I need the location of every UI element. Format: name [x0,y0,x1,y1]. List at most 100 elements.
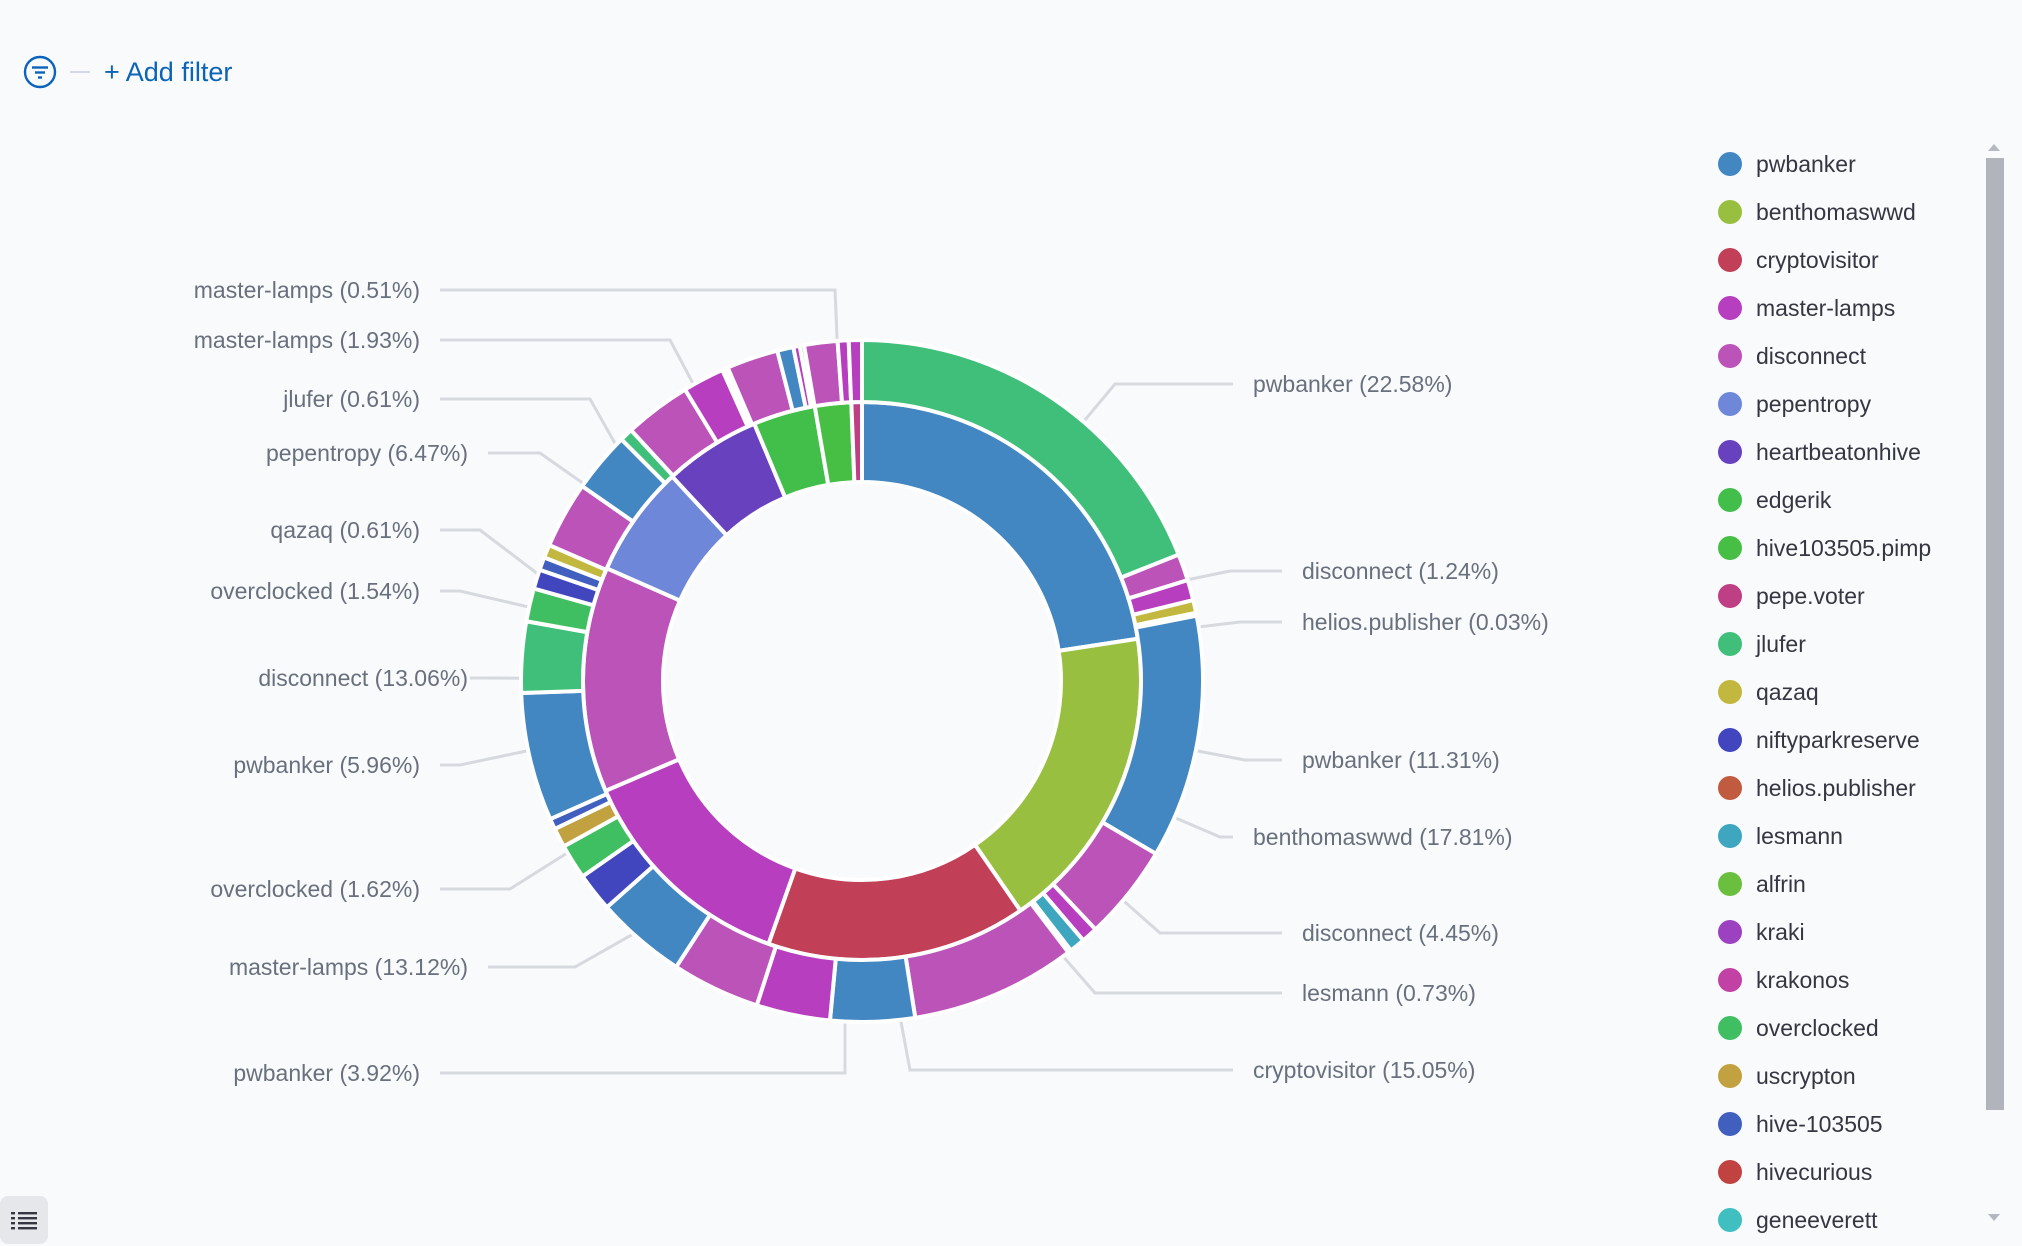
legend-item[interactable]: lesmann [1718,812,1968,860]
legend-item[interactable]: niftyparkreserve [1718,716,1968,764]
callout-label: jlufer (0.61%) [282,386,420,412]
callout-label: cryptovisitor (15.05%) [1253,1057,1475,1083]
callout-label: disconnect (13.06%) [258,665,468,691]
legend-color-dot-icon [1718,488,1742,512]
legend-label: hivecurious [1756,1158,1873,1185]
legend-label: hive-103505 [1756,1110,1883,1137]
legend-color-dot-icon [1718,728,1742,752]
inner-ring [581,399,1143,962]
callout-label: disconnect (1.24%) [1302,558,1499,584]
legend-item[interactable]: krakonos [1718,956,1968,1004]
legend-label: heartbeatonhive [1756,438,1921,465]
legend-label: cryptovisitor [1756,246,1879,273]
legend-label: master-lamps [1756,294,1896,321]
legend-label: benthomaswwd [1756,198,1916,225]
legend-item[interactable]: helios.publisher [1718,764,1968,812]
legend-item[interactable]: alfrin [1718,860,1968,908]
legend-item[interactable]: geneeverett [1718,1196,1968,1244]
legend-color-dot-icon [1718,200,1742,224]
inner-ring-slice[interactable] [581,565,683,794]
callout-leader-line [440,288,840,361]
legend-label: edgerik [1756,486,1832,513]
legend-item[interactable]: pepentropy [1718,380,1968,428]
legend-label: geneeverett [1756,1206,1878,1233]
callout-leader-line [440,1000,847,1075]
sunburst-chart: pwbanker (22.58%) disconnect (1.24%) helio… [194,277,1549,1086]
outer-ring [519,337,1205,1024]
legend-scrollbar[interactable] [1984,140,2004,1230]
callout-label: pwbanker (11.31%) [1302,747,1500,773]
legend-label: pepentropy [1756,390,1872,417]
scroll-up-arrow-icon[interactable] [1988,144,2000,151]
add-filter-button[interactable]: + Add filter [104,56,233,87]
callout-label: pwbanker (5.96%) [233,752,420,778]
list-icon [11,1212,37,1230]
legend-color-dot-icon [1718,152,1742,176]
scrollbar-thumb[interactable] [1986,158,2004,1110]
legend-item[interactable]: hive-103505 [1718,1100,1968,1148]
legend: pwbanker benthomaswwd cryptovisitor master-… [1718,140,1968,1244]
legend-item[interactable]: kraki [1718,908,1968,956]
legend-label: disconnect [1756,342,1866,369]
legend-label: helios.publisher [1756,774,1916,801]
legend-color-dot-icon [1718,1016,1742,1040]
callout-label: qazaq (0.61%) [270,517,420,543]
callout-leader-line [440,846,576,891]
filter-bar: + Add filter [22,52,232,92]
legend-color-dot-icon [1718,1064,1742,1088]
legend-label: overclocked [1756,1014,1879,1041]
legend-label: uscrypton [1756,1062,1856,1089]
legend-color-dot-icon [1718,536,1742,560]
callout-leader-line [440,589,538,611]
legend-item[interactable]: hive103505.pimp [1718,524,1968,572]
legend-item[interactable]: overclocked [1718,1004,1968,1052]
legend-item[interactable]: jlufer [1718,620,1968,668]
legend-item[interactable]: uscrypton [1718,1052,1968,1100]
legend-label: pwbanker [1756,150,1856,177]
callout-label: overclocked (1.54%) [210,578,420,604]
inner-ring-slice[interactable] [849,399,864,485]
legend-color-dot-icon [1718,584,1742,608]
legend-toggle-button[interactable] [0,1196,48,1244]
legend-item[interactable]: pepe.voter [1718,572,1968,620]
callout-leader-line [440,747,537,767]
legend-item[interactable]: qazaq [1718,668,1968,716]
legend-color-dot-icon [1718,920,1742,944]
callout-label: benthomaswwd (17.81%) [1253,824,1513,850]
legend-item[interactable]: master-lamps [1718,284,1968,332]
callout-label: master-lamps (0.51%) [194,277,420,303]
legend-color-dot-icon [1718,1208,1742,1232]
filter-icon[interactable] [22,54,58,90]
legend-color-dot-icon [1718,440,1742,464]
legend-label: alfrin [1756,870,1806,897]
legend-label: hive103505.pimp [1756,534,1932,561]
legend-color-dot-icon [1718,296,1742,320]
legend-item[interactable]: hivecurious [1718,1148,1968,1196]
legend-label: lesmann [1756,822,1843,849]
legend-item[interactable]: disconnect [1718,332,1968,380]
legend-item[interactable]: edgerik [1718,476,1968,524]
callout-label: pwbanker (3.92%) [233,1060,420,1086]
legend-label: jlufer [1756,630,1806,657]
callout-label: disconnect (4.45%) [1302,920,1499,946]
legend-item[interactable]: heartbeatonhive [1718,428,1968,476]
legend-color-dot-icon [1718,632,1742,656]
callout-label: master-lamps (1.93%) [194,327,420,353]
scroll-down-arrow-icon[interactable] [1988,1214,2000,1221]
legend-label: krakonos [1756,966,1850,993]
callout-label: overclocked (1.62%) [210,876,420,902]
callout-label: pwbanker (22.58%) [1253,371,1452,397]
outer-ring-slice[interactable] [827,954,918,1024]
legend-color-dot-icon [1718,392,1742,416]
callout-leader-line [440,528,552,586]
legend-label: niftyparkreserve [1756,726,1920,753]
filter-separator [70,71,90,73]
callout-label: pepentropy (6.47%) [266,440,468,466]
legend-label: kraki [1756,918,1805,945]
legend-color-dot-icon [1718,968,1742,992]
legend-item[interactable]: pwbanker [1718,140,1968,188]
legend-item[interactable]: cryptovisitor [1718,236,1968,284]
legend-color-dot-icon [1718,776,1742,800]
outer-ring-slice[interactable] [846,337,864,405]
legend-item[interactable]: benthomaswwd [1718,188,1968,236]
